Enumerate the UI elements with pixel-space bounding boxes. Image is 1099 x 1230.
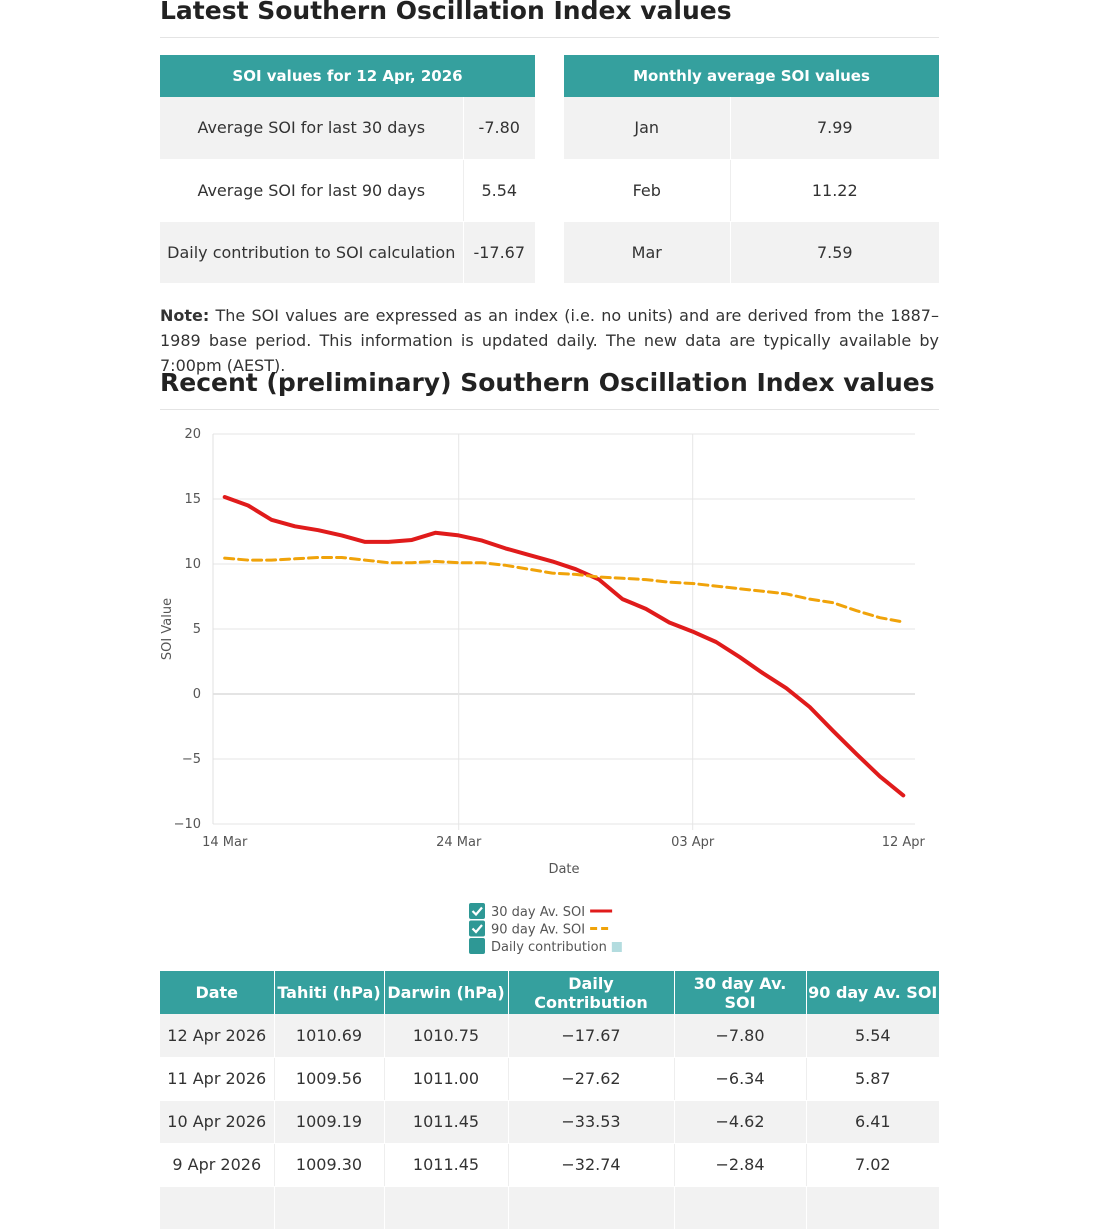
cell: 6.41 [805,1100,939,1144]
legend-checkbox [469,903,485,919]
cell: 1009.19 [273,1100,384,1144]
note-text: The SOI values are expressed as an index… [160,306,939,375]
cell: 1009.56 [273,1057,384,1101]
cell [507,1186,674,1230]
column-header: Date [160,971,274,1014]
chart-heading: Recent (preliminary) Southern Oscillatio… [160,368,935,397]
cell: 7.02 [805,1143,939,1187]
data-row: 12 Apr 2026 1010.69 1010.75 −17.67 −7.80 5.54 [160,1014,939,1058]
column-header: 30 day Av. SOI [673,971,806,1014]
page: Latest Southern Oscillation Index values… [160,0,939,1230]
legend-check [471,924,483,934]
legend-checkbox [469,920,485,937]
data-row: 10 Apr 2026 1009.19 1011.45 −33.53 −4.62 6.41 [160,1100,939,1144]
cell [273,1186,384,1230]
cell: 10 Apr 2026 [160,1100,274,1144]
cell: −27.62 [507,1057,674,1101]
x-tick-label: 24 Mar [436,835,482,850]
cell: −2.84 [673,1143,806,1187]
y-tick-label: 0 [193,687,201,702]
page-heading: Latest Southern Oscillation Index values [160,0,732,25]
chart: Date SOI Value −10 −5 0 5 10 15 20 14 Mar 24 Mar… [160,427,926,955]
month: Feb [564,159,730,222]
legend-swatch [611,942,622,952]
cell [673,1186,806,1230]
row-value: 5.54 [462,159,535,222]
y-tick-label: 10 [184,557,201,572]
legend-item[interactable]: Daily contribution [469,938,622,955]
month-value: 11.22 [729,159,939,222]
row-value: -7.80 [462,97,535,160]
row-value: -17.67 [462,221,535,284]
month-value: 7.59 [729,221,939,284]
month-value: 7.99 [729,97,939,160]
cell: 5.87 [805,1057,939,1101]
series-line [222,495,906,798]
cell: −33.53 [507,1100,674,1144]
legend-label: 90 day Av. SOI [491,923,585,938]
table-header: SOI values for 12 Apr, 2026 [160,55,535,97]
y-tick-label: 5 [193,622,201,637]
soi-data-table: Date Tahiti (hPa) Darwin (hPa) Daily Contri… [160,971,939,1230]
cell: −6.34 [673,1057,806,1101]
cell: 1009.30 [273,1143,384,1187]
legend-label: 30 day Av. SOI [491,905,585,920]
x-axis-label: Date [548,862,579,877]
cell: −17.67 [507,1014,674,1058]
legend-label: Daily contribution [491,940,607,955]
legend-checkbox [469,938,485,954]
cell: 12 Apr 2026 [160,1014,274,1058]
y-tick-label: −10 [174,817,201,832]
cell [383,1186,508,1230]
y-tick-label: 20 [184,427,201,442]
month: Mar [564,221,730,284]
cell [160,1186,274,1230]
row-label: Average SOI for last 90 days [160,159,463,222]
x-tick-label: 03 Apr [671,835,715,850]
heading-rule [160,409,939,410]
row-label: Daily contribution to SOI calculation [160,221,463,284]
data-row: 9 Apr 2026 1009.30 1011.45 −32.74 −2.84 7.02 [160,1143,939,1187]
legend-item[interactable]: 90 day Av. SOI [469,920,613,938]
cell: 5.54 [805,1014,939,1058]
header-row: Date Tahiti (hPa) Darwin (hPa) Daily Contri… [160,971,939,1014]
data-row [160,1186,939,1230]
cell: −4.62 [673,1100,806,1144]
heading-rule [160,37,939,38]
current-soi-table: SOI values for 12 Apr, 2026 Average SOI … [160,55,535,284]
data-row: 11 Apr 2026 1009.56 1011.00 −27.62 −6.34 5.87 [160,1057,939,1101]
y-tick-label: 15 [184,492,201,507]
cell: 9 Apr 2026 [160,1143,274,1187]
x-tick-label: 12 Apr [882,835,926,850]
cell: −32.74 [507,1143,674,1187]
column-header: Tahiti (hPa) [273,971,384,1014]
legend-item[interactable]: 30 day Av. SOI [469,903,613,920]
cell [805,1186,939,1230]
row-label: Average SOI for last 30 days [160,97,463,160]
table-header: Monthly average SOI values [564,55,939,97]
series-line [223,556,905,624]
y-axis-label: SOI Value [160,598,175,660]
month: Jan [564,97,730,160]
column-header: Darwin (hPa) [383,971,508,1014]
column-header: 90 day Av. SOI [805,971,939,1014]
x-tick-label: 14 Mar [202,835,248,850]
column-header: Daily Contribution [507,971,674,1014]
y-tick-label: −5 [182,752,201,767]
note: Note: The SOI values are expressed as an… [160,303,939,378]
cell: 1010.75 [383,1014,508,1058]
cell: 1011.00 [383,1057,508,1101]
cell: 1010.69 [273,1014,384,1058]
legend-check [471,906,483,917]
cell: −7.80 [673,1014,806,1058]
cell: 1011.45 [383,1100,508,1144]
note-label: Note: [160,306,210,325]
cell: 1011.45 [383,1143,508,1187]
monthly-soi-table: Monthly average SOI values Jan 7.99 Feb 11… [564,55,939,284]
cell: 11 Apr 2026 [160,1057,274,1101]
